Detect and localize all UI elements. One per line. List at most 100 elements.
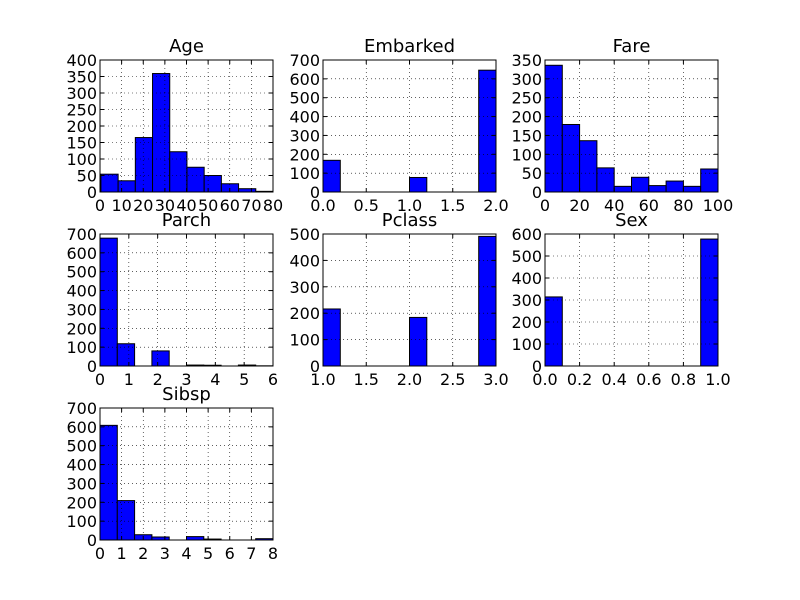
subplot-title: Embarked xyxy=(364,36,455,57)
x-tick-label: 3 xyxy=(181,370,191,389)
x-tick-label: 4 xyxy=(210,370,220,389)
y-tick-label: 0 xyxy=(310,183,320,202)
x-tick-label: 0.6 xyxy=(636,370,661,389)
bar xyxy=(186,166,205,193)
y-tick-label: 0 xyxy=(532,357,542,376)
subplot-title: Pclass xyxy=(382,210,438,231)
subplot-age: 0 10 20 30 40 50 60 70 8005010015020025030035040… xyxy=(66,36,283,215)
x-tick-label: 1.0 xyxy=(310,370,335,389)
y-tick-label: 500 xyxy=(66,263,97,282)
subplot-title: Sex xyxy=(615,210,648,231)
bar xyxy=(613,185,633,193)
y-tick-label: 150 xyxy=(66,134,97,153)
subplot-title: Age xyxy=(169,36,204,57)
y-tick-label: 300 xyxy=(289,278,320,297)
y-tick-label: 100 xyxy=(289,164,320,183)
bar xyxy=(700,168,719,193)
y-tick-label: 0 xyxy=(532,183,542,202)
y-tick-label: 200 xyxy=(289,145,320,164)
bar xyxy=(648,185,667,193)
bar xyxy=(186,536,205,541)
y-tick-label: 200 xyxy=(66,117,97,136)
x-tick-label: 0 xyxy=(95,544,105,563)
x-tick-label: 1.0 xyxy=(705,370,730,389)
y-tick-label: 0 xyxy=(87,357,97,376)
bar xyxy=(409,316,428,367)
subplot-sex: 0.0 0.2 0.4 0.6 0.8 1.0 0 100 200 300 400 500 600 Sex xyxy=(511,210,730,389)
x-tick-label: 30 xyxy=(155,196,175,215)
bar xyxy=(322,308,341,367)
y-tick-label: 100 xyxy=(511,335,542,354)
x-tick-label: 0.0 xyxy=(532,370,557,389)
x-tick-label: 3.0 xyxy=(483,370,508,389)
x-tick-label: 60 xyxy=(220,196,240,215)
y-tick-label: 500 xyxy=(66,437,97,456)
y-tick-label: 250 xyxy=(511,89,542,108)
x-tick-label: 8 xyxy=(268,544,278,563)
bar xyxy=(100,173,119,193)
bar xyxy=(169,151,188,193)
x-tick-label: 0.8 xyxy=(671,370,696,389)
axes-frame xyxy=(544,233,719,367)
x-tick-label: 2 xyxy=(153,370,163,389)
subplot-title: Parch xyxy=(162,210,211,231)
y-tick-label: 500 xyxy=(511,247,542,266)
y-tick-label: 100 xyxy=(66,338,97,357)
subplot-pclass: 1.0 1.5 2.0 2.5 3.0 0 100 200 300 400 500 Pclass xyxy=(289,210,508,389)
bar xyxy=(561,123,581,193)
x-tick-label: 40 xyxy=(176,196,196,215)
bar xyxy=(151,350,170,367)
y-tick-label: 600 xyxy=(289,70,320,89)
y-tick-label: 200 xyxy=(511,313,542,332)
bar xyxy=(99,424,118,541)
y-tick-label: 400 xyxy=(289,108,320,127)
x-tick-label: 0.0 xyxy=(310,196,335,215)
bars xyxy=(322,235,497,367)
x-tick-label: 0 xyxy=(95,370,105,389)
bar xyxy=(322,159,341,193)
y-tick-label: 500 xyxy=(289,225,320,244)
y-tick-label: 300 xyxy=(66,84,97,103)
y-tick-label: 400 xyxy=(66,456,97,475)
bar xyxy=(579,140,598,193)
y-tick-label: 0 xyxy=(87,183,97,202)
bar xyxy=(117,180,136,193)
x-tick-label: 0.5 xyxy=(354,196,379,215)
x-tick-label: 20 xyxy=(133,196,153,215)
x-tick-label: 50 xyxy=(198,196,218,215)
bar xyxy=(203,175,222,193)
x-tick-label: 1.0 xyxy=(397,196,422,215)
y-tick-label: 100 xyxy=(511,145,542,164)
y-tick-label: 0 xyxy=(87,531,97,550)
x-tick-label: 0 xyxy=(540,196,550,215)
x-tick-label: 2.0 xyxy=(483,196,508,215)
bars xyxy=(544,64,719,193)
bars xyxy=(99,237,274,367)
bar xyxy=(682,185,702,193)
axes-frame xyxy=(544,59,719,193)
bar xyxy=(478,69,497,193)
x-tick-label: 0.2 xyxy=(567,370,592,389)
x-tick-label: 1.5 xyxy=(440,196,465,215)
bar xyxy=(665,180,684,193)
gridlines xyxy=(322,233,497,367)
y-tick-label: 100 xyxy=(289,331,320,350)
x-tick-label: 2 xyxy=(138,544,148,563)
x-tick-label: 5 xyxy=(203,544,213,563)
y-tick-label: 600 xyxy=(511,225,542,244)
bar xyxy=(409,176,428,193)
x-tick-label: 0.4 xyxy=(601,370,626,389)
y-tick-label: 200 xyxy=(66,319,97,338)
y-tick-label: 700 xyxy=(66,225,97,244)
y-tick-label: 400 xyxy=(66,282,97,301)
gridlines xyxy=(322,59,497,193)
x-tick-label: 4 xyxy=(181,544,191,563)
y-tick-label: 200 xyxy=(511,108,542,127)
x-tick-label: 80 xyxy=(673,196,693,215)
y-tick-label: 100 xyxy=(66,512,97,531)
x-tick-label: 1.5 xyxy=(354,370,379,389)
bars xyxy=(100,73,274,193)
gridlines xyxy=(544,233,719,367)
